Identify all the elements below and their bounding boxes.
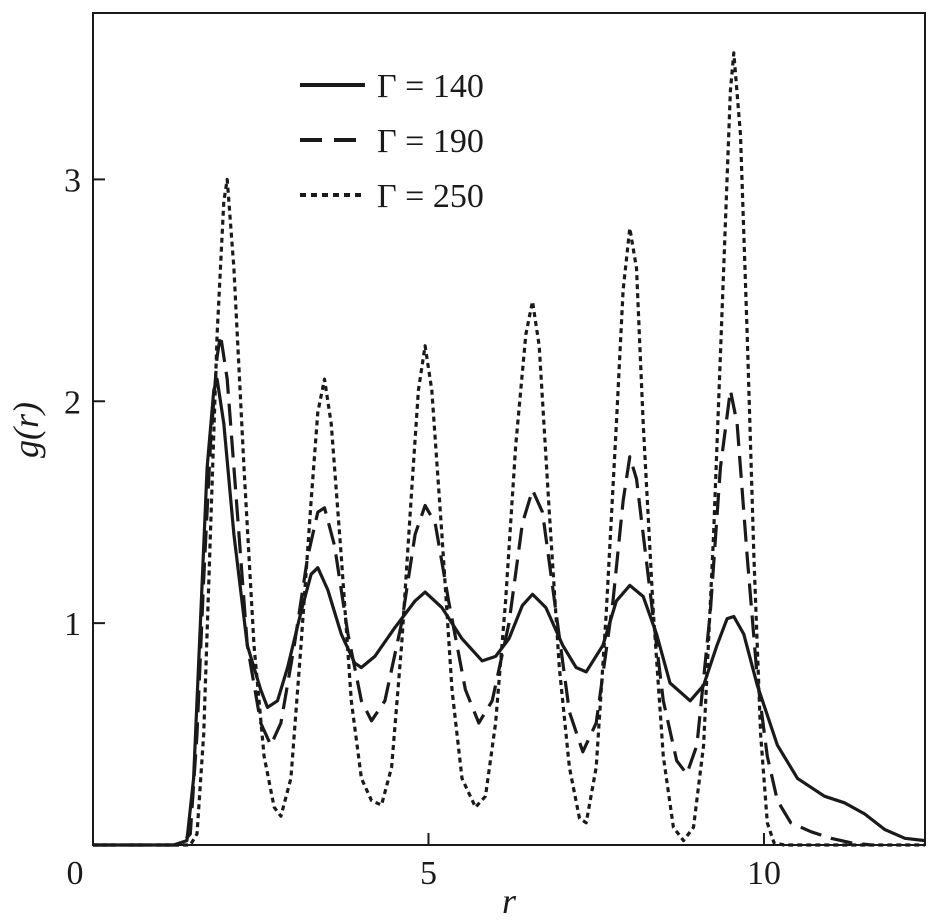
- legend: Γ = 140 Γ = 190 Γ = 250: [300, 68, 484, 215]
- y-axis-ticks: 1 2 3: [64, 162, 105, 643]
- x-tick-label-10: 10: [747, 855, 781, 892]
- y-tick-label-2: 2: [64, 384, 81, 421]
- y-tick-label-1: 1: [64, 606, 81, 643]
- legend-label-gamma-250: Γ = 250: [377, 178, 484, 215]
- series-line-gamma-250: [93, 51, 925, 847]
- legend-label-gamma-140: Γ = 140: [377, 68, 484, 105]
- y-axis-label: g(r): [6, 402, 46, 458]
- x-axis-label: r: [502, 881, 517, 920]
- x-tick-label-5: 5: [420, 855, 437, 892]
- series-layer: [93, 51, 926, 847]
- series-line-gamma-140: [93, 377, 926, 847]
- legend-label-gamma-190: Γ = 190: [377, 123, 484, 160]
- x-tick-label-0: 0: [67, 855, 84, 892]
- x-axis-ticks: 0 5 10: [67, 833, 781, 892]
- series-line-gamma-190: [93, 333, 872, 847]
- plot-frame: [92, 12, 926, 846]
- y-tick-label-3: 3: [64, 162, 81, 199]
